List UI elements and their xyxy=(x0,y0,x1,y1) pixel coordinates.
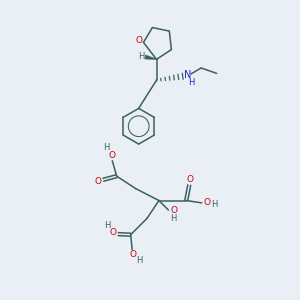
Text: O: O xyxy=(170,206,177,215)
Text: H: H xyxy=(136,256,143,266)
Text: H: H xyxy=(171,214,177,224)
Text: O: O xyxy=(187,175,194,184)
Text: H: H xyxy=(103,143,110,152)
Text: O: O xyxy=(108,151,115,160)
Text: H: H xyxy=(212,200,218,209)
Text: O: O xyxy=(136,36,142,45)
Polygon shape xyxy=(145,55,157,60)
Text: H: H xyxy=(188,78,195,87)
Text: N: N xyxy=(184,70,192,80)
Text: O: O xyxy=(129,250,136,260)
Text: O: O xyxy=(109,228,116,237)
Text: O: O xyxy=(94,177,101,186)
Text: H: H xyxy=(138,52,144,61)
Text: O: O xyxy=(204,197,211,206)
Text: H: H xyxy=(104,221,110,230)
